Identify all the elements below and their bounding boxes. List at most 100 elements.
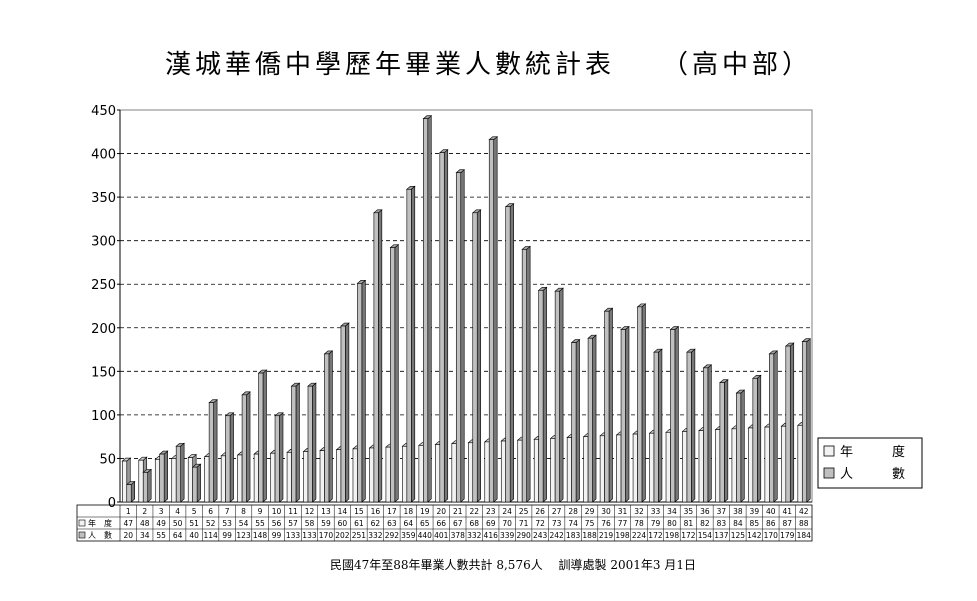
bar-count	[142, 472, 148, 503]
table-cell-count: 243	[533, 531, 548, 540]
table-cell-count: 251	[352, 531, 367, 540]
table-cell-year: 62	[371, 519, 381, 528]
table-cell-year: 83	[717, 519, 727, 528]
bar-side-count	[658, 348, 663, 503]
bar-side-count	[312, 382, 317, 503]
table-cell-year: 68	[469, 519, 479, 528]
bar-side-count	[328, 350, 333, 503]
x-tick-label: 32	[634, 507, 644, 516]
bar-count	[785, 345, 791, 503]
legend: 年 度人 數	[817, 437, 923, 489]
bar-count	[241, 394, 247, 503]
table-series-key	[78, 519, 86, 527]
table-cell-count: 183	[566, 531, 581, 540]
bar-year	[649, 432, 655, 503]
x-tick-label: 7	[225, 507, 230, 516]
table-cell-year: 54	[239, 519, 249, 528]
bar-year	[715, 429, 721, 503]
table-cell-year: 84	[733, 519, 743, 528]
bar-side-count	[756, 374, 762, 503]
bar-count	[488, 139, 494, 503]
bar-side-count	[180, 442, 185, 503]
y-tick-label: 350	[91, 191, 116, 206]
table-cell-year: 61	[354, 519, 364, 528]
bar-side-count	[361, 279, 366, 503]
bar-count	[390, 247, 396, 503]
bar-side-count	[740, 389, 745, 503]
bar-count	[604, 310, 610, 503]
table-cell-count: 99	[222, 531, 232, 540]
bar-year	[319, 450, 325, 503]
table-cell-year: 80	[667, 519, 677, 528]
x-tick-label: 15	[354, 507, 364, 516]
x-tick-label: 27	[552, 507, 562, 516]
bar-count	[505, 206, 511, 503]
bar-count	[752, 378, 758, 503]
bar-side-count	[592, 334, 597, 503]
bar-year	[418, 445, 424, 503]
bar-count	[208, 402, 214, 503]
table-cell-year: 55	[255, 519, 265, 528]
table-cell-count: 170	[319, 531, 334, 540]
table-cell-year: 63	[387, 519, 397, 528]
bar-side-count	[707, 364, 712, 503]
bar-year	[435, 444, 441, 503]
legend-box	[817, 437, 923, 489]
table-cell-year: 51	[189, 519, 199, 528]
bar-count	[571, 342, 577, 503]
bar-year	[566, 437, 572, 503]
data-table: 1 2 3 4 5 6 7 8 9 10 11 12 13 14 15 16 17 18 19 20 21 22 23 24 2…	[76, 504, 813, 542]
bar-side-count	[246, 391, 251, 503]
y-tick-label: 50	[99, 452, 116, 467]
bar-side-count	[773, 350, 778, 503]
x-tick-label: 10	[272, 507, 282, 516]
table-cell-year: 47	[123, 519, 133, 528]
table-cell-year: 82	[700, 519, 710, 528]
x-tick-label: 25	[519, 507, 529, 516]
table-cell-count: 202	[335, 531, 350, 540]
table-cell-count: 170	[764, 531, 779, 540]
table-cell-year: 87	[783, 519, 793, 528]
table-cell-count: 40	[189, 531, 199, 540]
bar-count	[801, 341, 808, 503]
bar-side-count	[789, 342, 795, 503]
legend-label: 人 數	[840, 467, 905, 482]
x-tick-label: 6	[208, 507, 213, 516]
bar-year	[286, 452, 292, 503]
table-cell-year: 76	[601, 519, 611, 528]
bar-count	[554, 290, 560, 503]
x-tick-label: 38	[733, 507, 743, 516]
x-tick-label: 1	[126, 507, 131, 516]
x-tick-label: 24	[502, 507, 512, 516]
x-tick-label: 26	[535, 507, 545, 516]
bar-year	[764, 426, 770, 503]
bar-side-count	[130, 480, 136, 503]
y-tick-label: 150	[91, 365, 116, 380]
chart-title: 漢城華僑中學歷年畢業人數統計表 （高中部）	[164, 50, 812, 80]
table-cell-year: 88	[799, 519, 809, 528]
table-cell-count: 378	[451, 531, 466, 540]
bar-side-count	[229, 412, 234, 503]
bar-year	[270, 452, 276, 503]
bar-count	[686, 351, 692, 503]
table-cell-count: 125	[731, 531, 746, 540]
table-cell-year: 59	[321, 519, 331, 528]
table-cell-count: 332	[467, 531, 482, 540]
bar-side-count	[575, 338, 580, 503]
table-cell-year: 60	[338, 519, 348, 528]
x-tick-label: 42	[799, 507, 809, 516]
table-frame	[76, 504, 813, 542]
bar-year	[154, 459, 161, 503]
y-tick-label: 300	[91, 235, 116, 250]
bar-side-count	[378, 209, 383, 503]
legend-label: 年 度	[840, 444, 905, 460]
x-tick-label: 21	[453, 507, 463, 516]
bar-year	[402, 445, 408, 503]
bar-count	[653, 351, 659, 503]
x-tick-label: 2	[142, 507, 147, 516]
bar-count	[291, 385, 297, 503]
x-tick-label: 19	[420, 507, 430, 516]
table-cell-year: 53	[222, 519, 232, 528]
bar-count	[736, 392, 742, 503]
bar-count	[587, 337, 593, 503]
